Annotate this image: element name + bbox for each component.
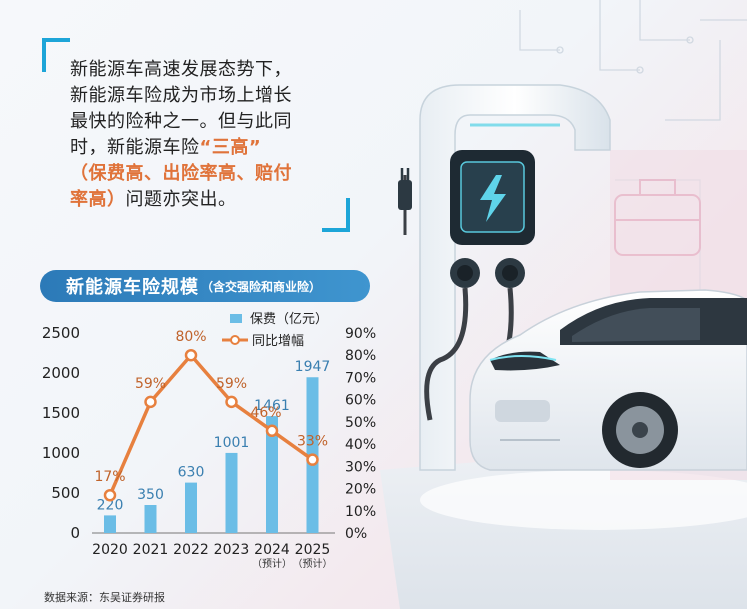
intro-line: 新能源车高速发展态势下，	[70, 59, 292, 80]
x-axis-tick: 2022	[173, 542, 209, 558]
growth-value-label: 80%	[175, 329, 206, 345]
growth-point	[265, 424, 279, 438]
left-axis-tick: 0	[70, 524, 80, 542]
x-axis-tick: 2020	[92, 542, 128, 558]
chart-title: 新能源车险规模	[66, 277, 199, 298]
chart-title-banner: 新能源车险规模 （含交强险和商业险）	[40, 270, 370, 302]
intro-line-part: 时，新能源车险	[70, 137, 200, 158]
right-axis-tick: 60%	[345, 393, 376, 409]
intro-paragraph: 新能源车高速发展态势下， 新能源车险成为市场上增长 最快的险种之一。但与此同 时…	[70, 57, 340, 213]
legend-swatch-point	[230, 335, 240, 345]
legend-label-premium: 保费（亿元）	[250, 312, 328, 327]
right-axis-tick: 0%	[345, 526, 367, 542]
growth-value-label: 59%	[216, 376, 247, 392]
bar-value-label: 1947	[295, 359, 331, 375]
x-axis-note: （预计）	[293, 557, 333, 570]
x-axis-tick: 2021	[133, 542, 169, 558]
bar-premium	[144, 505, 157, 533]
intro-line: 新能源车险成为市场上增长	[70, 85, 292, 106]
growth-value-label: 17%	[94, 469, 125, 485]
bar-value-label: 630	[178, 465, 205, 481]
growth-point	[144, 395, 157, 409]
left-axis-tick: 2500	[42, 324, 80, 342]
right-axis-tick: 90%	[345, 326, 376, 342]
left-axis-tick: 1500	[42, 404, 80, 422]
right-axis-tick: 40%	[345, 437, 376, 453]
left-axis-tick: 1000	[42, 444, 80, 462]
quote-corner-top-left	[42, 38, 70, 72]
bar-value-label: 220	[97, 497, 124, 513]
right-axis-tick: 30%	[345, 459, 376, 475]
growth-line	[108, 353, 314, 496]
left-axis-tick: 500	[51, 484, 80, 502]
intro-line-highlight: （保费高、出险率高、赔付	[70, 163, 292, 184]
legend-swatch-bar	[230, 314, 242, 323]
electric-car	[469, 289, 747, 471]
growth-point	[306, 453, 319, 466]
bar-premium	[104, 515, 116, 533]
x-axis-tick: 2025	[295, 542, 331, 558]
intro-line: 最快的险种之一。但与此同	[70, 111, 292, 132]
left-axis-tick: 2000	[42, 364, 80, 382]
intro-line: 率高）问题亦突出。	[70, 187, 340, 213]
right-axis-tick: 80%	[345, 348, 376, 364]
bar-premium	[185, 482, 197, 533]
bar-value-label: 1461	[254, 398, 290, 414]
growth-value-label: 59%	[135, 376, 166, 392]
growth-value-label: 33%	[297, 434, 328, 450]
bar-premium	[225, 452, 238, 533]
intro-line: 时，新能源车险“三高”	[70, 135, 340, 161]
right-axis-tick: 20%	[345, 482, 376, 498]
x-axis-tick: 2023	[214, 542, 250, 558]
growth-value-label: 46%	[250, 405, 281, 421]
right-axis-tick: 10%	[345, 504, 376, 520]
bar-value-label: 1001	[214, 435, 250, 451]
growth-point	[184, 348, 198, 362]
growth-point	[225, 395, 238, 409]
intro-line-highlight: 率高）	[70, 189, 126, 210]
lightning-bolt-icon	[480, 175, 506, 222]
data-source: 数据来源：东吴证券研报	[44, 591, 165, 604]
right-axis-tick: 70%	[345, 370, 376, 386]
growth-point	[103, 488, 117, 502]
intro-line-part: 问题亦突出。	[125, 189, 237, 210]
legend-label-growth: 同比增幅	[252, 334, 304, 349]
charging-station-frame	[419, 84, 611, 471]
premium-growth-chart: 0 500 1000 1500 2000 2500 0% 10% 20% 30% 40% 50% 60%…	[42, 312, 376, 570]
chart-subtitle: （含交强险和商业险）	[201, 279, 322, 294]
three-highs-highlight: “三高”	[199, 137, 262, 158]
bar-value-label: 350	[137, 487, 164, 503]
x-axis-note: （预计）	[252, 557, 292, 570]
quote-corner-bottom-right	[322, 198, 350, 232]
right-axis-tick: 50%	[345, 415, 376, 431]
bar-premium	[266, 416, 278, 533]
plug-icon	[398, 180, 412, 210]
x-axis-tick: 2024	[254, 542, 290, 558]
